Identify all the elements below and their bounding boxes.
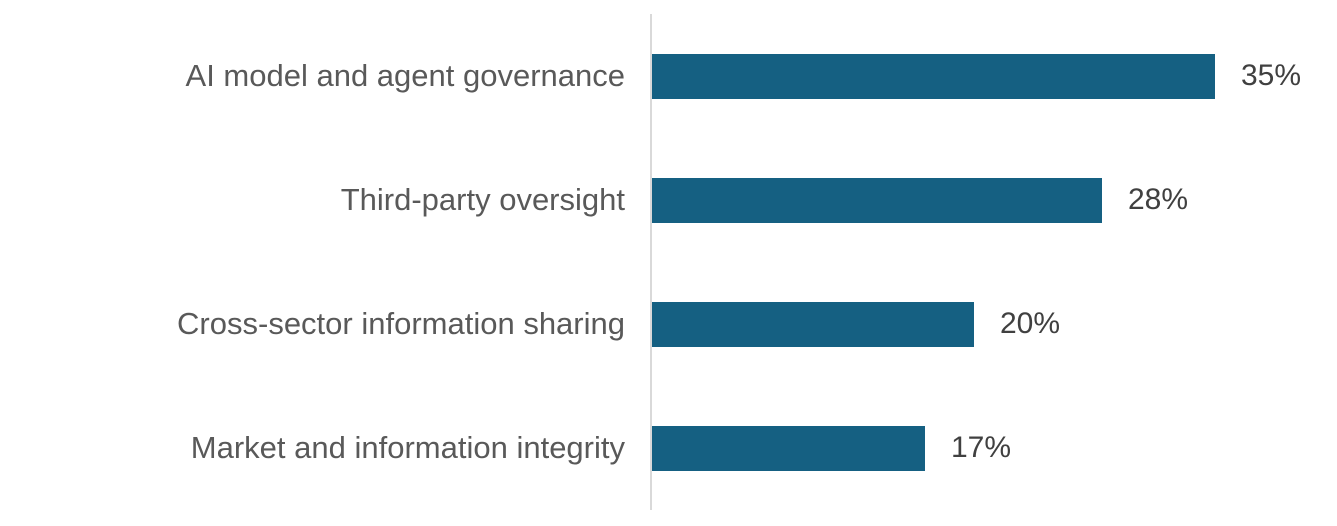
value-label: 28% xyxy=(1128,183,1189,216)
bar xyxy=(652,425,925,471)
bar xyxy=(652,301,974,347)
value-label: 20% xyxy=(1000,307,1061,340)
category-label: AI model and agent governance xyxy=(185,58,625,94)
chart-row: Third-party oversight 28% xyxy=(0,138,1337,262)
y-axis-line xyxy=(650,14,652,510)
value-label: 17% xyxy=(951,431,1012,464)
value-label: 35% xyxy=(1241,59,1302,92)
bar-area: 28% xyxy=(652,138,1337,262)
category-label: Cross-sector information sharing xyxy=(177,306,625,342)
bar-area: 17% xyxy=(652,386,1337,510)
bar-area: 20% xyxy=(652,262,1337,386)
chart-row: Cross-sector information sharing 20% xyxy=(0,262,1337,386)
category-label: Market and information integrity xyxy=(190,430,625,466)
chart-rows: AI model and agent governance 35% Third-… xyxy=(0,14,1337,510)
chart-row: Market and information integrity 17% xyxy=(0,386,1337,510)
bar-area: 35% xyxy=(652,14,1337,138)
bar xyxy=(652,177,1102,223)
chart-row: AI model and agent governance 35% xyxy=(0,14,1337,138)
category-label: Third-party oversight xyxy=(340,182,625,218)
bar xyxy=(652,53,1215,99)
